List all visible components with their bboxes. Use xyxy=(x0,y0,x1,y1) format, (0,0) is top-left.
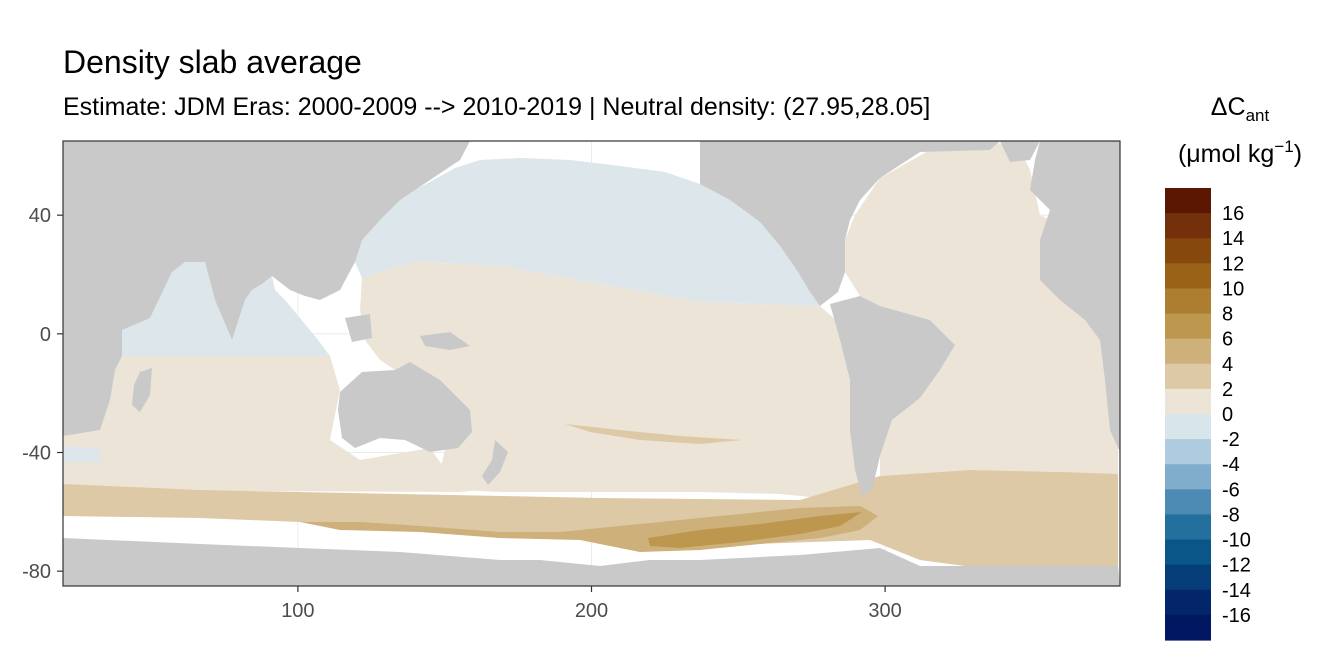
legend-label: 8 xyxy=(1222,304,1233,326)
x-tick-label: 100 xyxy=(281,600,314,622)
region-southern-indian xyxy=(63,356,480,492)
legend-labels: 16 14 12 10 8 6 4 2 0 -2 -4 -6 -8 -10 -12 -14 -16 xyxy=(1222,203,1251,627)
land-south-america xyxy=(830,296,955,496)
legend-unit-exp: −1 xyxy=(1274,137,1293,156)
land-borneo xyxy=(345,314,372,342)
y-tick-label: 0 xyxy=(40,324,51,346)
legend-swatch xyxy=(1165,514,1211,541)
y-tick-label: -40 xyxy=(22,443,51,465)
legend-unit-text: (μmol kg xyxy=(1178,140,1274,168)
region-weddell-east xyxy=(880,498,1118,566)
land-layer xyxy=(63,141,1120,586)
legend-label: -12 xyxy=(1222,555,1251,577)
legend-unit-close: ) xyxy=(1294,140,1302,168)
legend-label: -14 xyxy=(1222,580,1251,602)
chart-title: Density slab average xyxy=(63,44,362,80)
region-indian-north xyxy=(122,262,330,356)
y-tick-label: 40 xyxy=(29,205,51,227)
legend-swatch xyxy=(1165,589,1211,616)
land-europe-africa-east xyxy=(1030,141,1120,452)
y-tick-label: -80 xyxy=(22,561,51,583)
legend-title-sub: ant xyxy=(1246,106,1270,125)
legend-label: 14 xyxy=(1222,228,1244,250)
legend-label: -4 xyxy=(1222,454,1240,476)
legend-swatch xyxy=(1165,564,1211,591)
land-new-zealand xyxy=(482,440,508,485)
legend-swatch xyxy=(1165,238,1211,264)
legend-label: 0 xyxy=(1222,404,1233,426)
legend-swatch xyxy=(1165,263,1211,290)
legend: ΔCant (μmol kg−1) 16 14 12 10 8 6 4 2 0 -2 -4 -6 -8 -… xyxy=(1165,93,1302,641)
legend-label: 16 xyxy=(1222,203,1244,225)
legend-swatch xyxy=(1165,489,1211,516)
region-north-pacific xyxy=(355,158,820,306)
legend-swatch xyxy=(1165,288,1211,315)
legend-swatch xyxy=(1165,614,1211,641)
legend-swatch xyxy=(1165,388,1211,415)
legend-swatch xyxy=(1165,414,1211,440)
land-north-america xyxy=(700,141,1000,306)
region-amundsen-core xyxy=(648,512,862,548)
region-south-pacific-lens xyxy=(565,424,742,444)
legend-label: -6 xyxy=(1222,479,1240,501)
legend-label: -2 xyxy=(1222,429,1240,451)
land-australia xyxy=(338,362,472,452)
legend-swatch xyxy=(1165,464,1211,490)
chart-subtitle: Estimate: JDM Eras: 2000-2009 --> 2010-2… xyxy=(63,93,931,121)
land-eurasia-africa xyxy=(63,141,470,436)
legend-title-main: ΔC xyxy=(1211,93,1246,121)
legend-swatch xyxy=(1165,313,1211,340)
land-madagascar xyxy=(132,368,152,412)
land-greenland xyxy=(1000,141,1040,162)
legend-swatch xyxy=(1165,188,1211,214)
x-tick-label: 200 xyxy=(575,600,608,622)
region-southern-ocean-band xyxy=(63,470,1118,566)
legend-swatch xyxy=(1165,213,1211,239)
legend-swatch xyxy=(1165,539,1211,566)
x-tick-label: 300 xyxy=(868,600,901,622)
legend-title: ΔCant xyxy=(1211,93,1270,125)
legend-label: 10 xyxy=(1222,278,1244,300)
legend-label: 6 xyxy=(1222,329,1233,351)
legend-label: 12 xyxy=(1222,253,1244,275)
legend-swatch xyxy=(1165,439,1211,465)
region-tropical-south-pacific xyxy=(360,262,870,504)
legend-swatch xyxy=(1165,338,1211,365)
land-antarctica xyxy=(63,538,1120,586)
legend-swatches xyxy=(1165,188,1211,641)
region-west-band-light xyxy=(63,446,100,462)
legend-swatch xyxy=(1165,363,1211,390)
legend-label: -10 xyxy=(1222,530,1251,552)
ocean-layer xyxy=(63,141,1118,566)
legend-label: 4 xyxy=(1222,354,1233,376)
legend-label: -16 xyxy=(1222,605,1251,627)
legend-label: 2 xyxy=(1222,379,1233,401)
land-new-guinea xyxy=(420,332,470,350)
legend-label: -8 xyxy=(1222,504,1240,526)
legend-unit: (μmol kg−1) xyxy=(1178,137,1302,168)
